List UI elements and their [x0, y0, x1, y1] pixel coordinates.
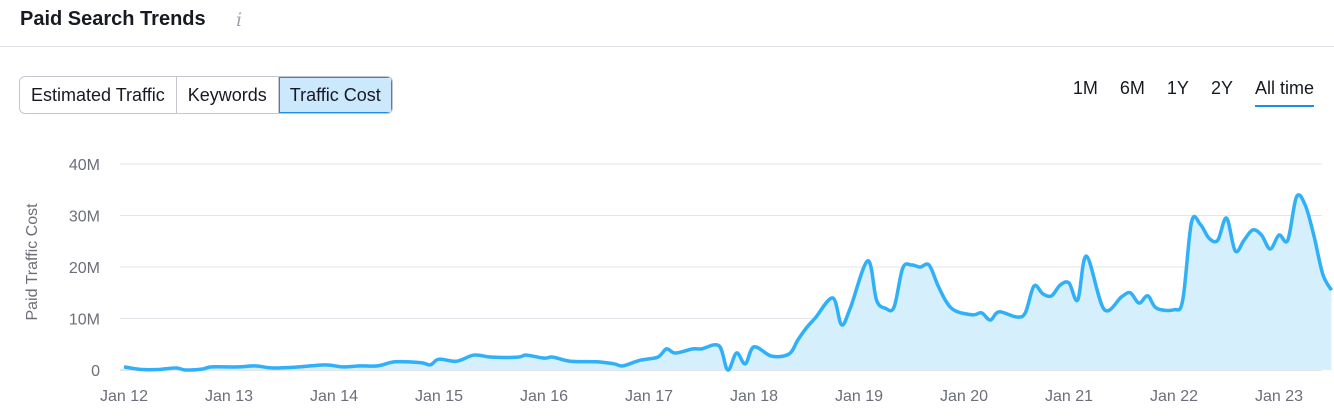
period-6m[interactable]: 6M	[1119, 78, 1145, 98]
y-tick-label: 40M	[69, 157, 100, 174]
x-tick-label: Jan 13	[205, 388, 253, 405]
x-tick-label: Jan 12	[100, 388, 148, 405]
period-selector: 1M 6M 1Y 2Y All time	[1073, 78, 1314, 107]
x-tick-label: Jan 17	[625, 388, 673, 405]
y-tick-label: 10M	[69, 312, 100, 329]
period-1y[interactable]: 1Y	[1166, 78, 1189, 98]
x-tick-label: Jan 22	[1150, 388, 1198, 405]
area-fill	[124, 194, 1332, 371]
tab-traffic-cost[interactable]: Traffic Cost	[278, 77, 392, 113]
y-tick-label: 0	[91, 363, 100, 380]
x-tick-label: Jan 18	[730, 388, 778, 405]
tab-keywords[interactable]: Keywords	[177, 77, 279, 113]
widget-title: Paid Search Trends	[20, 8, 206, 30]
metric-tabs: Estimated Traffic Keywords Traffic Cost	[19, 76, 393, 114]
x-tick-label: Jan 14	[310, 388, 358, 405]
series-line	[123, 193, 1334, 372]
period-1m[interactable]: 1M	[1072, 78, 1098, 98]
y-axis-title: Paid Traffic Cost	[24, 203, 41, 321]
tab-estimated-traffic[interactable]: Estimated Traffic	[20, 77, 177, 113]
info-icon[interactable]: i	[236, 9, 243, 31]
x-tick-label: Jan 19	[835, 388, 883, 405]
x-tick-label: Jan 15	[415, 388, 463, 405]
period-all-time[interactable]: All time	[1254, 78, 1314, 107]
divider	[0, 46, 1334, 47]
x-tick-label: Jan 21	[1045, 388, 1093, 405]
x-tick-label: Jan 23	[1255, 388, 1303, 405]
period-2y[interactable]: 2Y	[1210, 78, 1233, 98]
x-tick-label: Jan 16	[520, 388, 568, 405]
y-tick-label: 30M	[69, 209, 100, 226]
x-tick-label: Jan 20	[940, 388, 988, 405]
y-tick-label: 20M	[69, 260, 100, 277]
